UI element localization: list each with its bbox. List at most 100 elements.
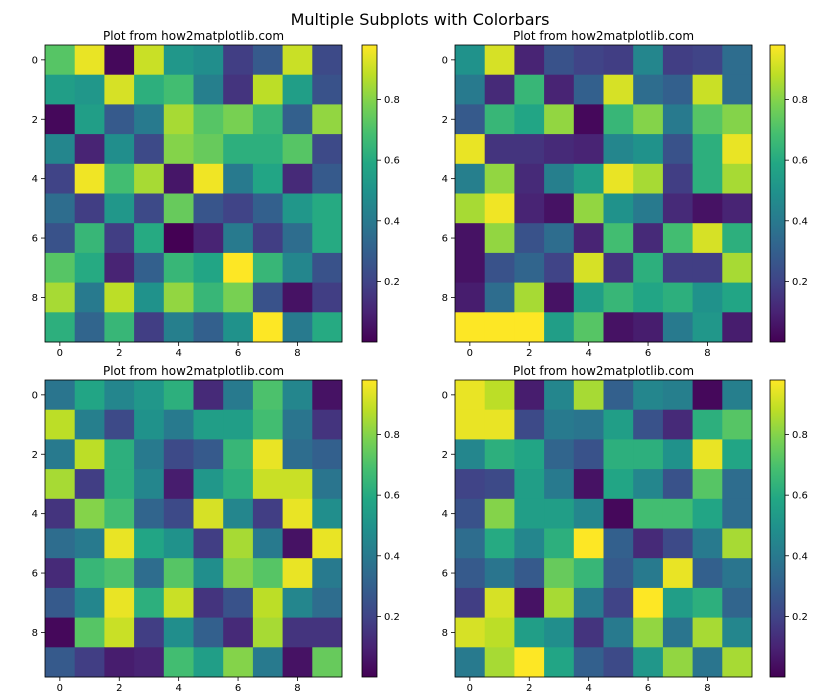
heatmap-cell: [692, 104, 723, 135]
heatmap-cell: [722, 647, 753, 678]
heatmap-cell: [662, 587, 693, 618]
heatmap-cell: [104, 252, 135, 283]
heatmap-cell: [544, 282, 575, 313]
x-tick-label: 4: [175, 348, 181, 359]
colorbar-tick-label: 0.2: [792, 612, 808, 623]
colorbar-tick-label: 0.6: [792, 156, 808, 167]
axes-frame: [454, 379, 753, 678]
heatmap-cell: [455, 439, 486, 470]
heatmap-cell: [603, 469, 634, 500]
heatmap-cell: [74, 312, 105, 343]
heatmap-cell: [252, 558, 283, 589]
heatmap-cell: [455, 558, 486, 589]
heatmap-cell: [312, 528, 343, 559]
subplot-title: Plot from how2matplotlib.com: [513, 29, 694, 43]
heatmap-cell: [455, 617, 486, 648]
heatmap-cell: [722, 282, 753, 313]
heatmap-cell: [633, 439, 664, 470]
heatmap-cell: [282, 134, 313, 165]
heatmap-cell: [455, 469, 486, 500]
heatmap-cell: [514, 558, 545, 589]
colorbar-tick-label: 0.8: [792, 430, 808, 441]
heatmap-cell: [603, 528, 634, 559]
heatmap-cell: [282, 163, 313, 194]
heatmap-cell: [692, 134, 723, 165]
heatmap-cell: [692, 45, 723, 76]
heatmap-cell: [633, 223, 664, 254]
y-tick-label: 0: [32, 390, 38, 401]
axes-frame: [44, 44, 343, 343]
heatmap-cell: [312, 282, 343, 313]
heatmap-cell: [45, 558, 76, 589]
heatmap-cell: [573, 134, 604, 165]
heatmap-cell: [573, 498, 604, 529]
heatmap-cell: [312, 439, 343, 470]
heatmap-cell: [312, 647, 343, 678]
heatmap-cell: [662, 104, 693, 135]
heatmap-cell: [633, 74, 664, 105]
heatmap-cell: [193, 380, 224, 411]
heatmap-cell: [455, 498, 486, 529]
heatmap-cell: [722, 193, 753, 224]
subplot-3: Plot from how2matplotlib.com 0 2 4 6 8 0 2 4 6 8 0.…: [32, 364, 400, 694]
heatmap-cell: [252, 45, 283, 76]
heatmap-cell: [514, 223, 545, 254]
colorbar-tick-label: 0.6: [384, 156, 400, 167]
y-tick-label: 8: [442, 293, 448, 304]
heatmap-cell: [633, 193, 664, 224]
heatmap-cell: [45, 498, 76, 529]
heatmap-cell: [544, 647, 575, 678]
heatmap-cell: [455, 134, 486, 165]
heatmap-cell: [163, 380, 194, 411]
heatmap-cell: [193, 439, 224, 470]
heatmap-cell: [134, 558, 165, 589]
y-tick-label: 6: [442, 234, 448, 245]
heatmap-cell: [455, 193, 486, 224]
heatmap-cell: [163, 647, 194, 678]
y-tick-label: 4: [442, 174, 448, 185]
heatmap-cell: [104, 409, 135, 440]
heatmap-cell: [633, 134, 664, 165]
heatmap-cell: [573, 380, 604, 411]
heatmap-cell: [603, 558, 634, 589]
heatmap-cell: [455, 223, 486, 254]
heatmap-cell: [282, 74, 313, 105]
heatmap-cell: [223, 558, 254, 589]
heatmap-cell: [282, 528, 313, 559]
heatmap-cell: [193, 312, 224, 343]
heatmap-cell: [633, 380, 664, 411]
heatmap-cell: [514, 409, 545, 440]
heatmap-cell: [455, 282, 486, 313]
heatmap-cell: [692, 74, 723, 105]
heatmap-cell: [74, 469, 105, 500]
heatmap-cell: [633, 587, 664, 618]
colorbar-tick-label: 0.2: [384, 612, 400, 623]
heatmap-cell: [134, 647, 165, 678]
heatmap-cell: [662, 45, 693, 76]
heatmap-cell: [45, 312, 76, 343]
heatmap-cell: [104, 439, 135, 470]
heatmap-cell: [603, 312, 634, 343]
heatmap-cell: [74, 282, 105, 313]
heatmap-cell: [692, 469, 723, 500]
x-tick-label: 6: [235, 348, 241, 359]
y-tick-label: 2: [442, 115, 448, 126]
heatmap-cell: [74, 163, 105, 194]
heatmap-cell: [692, 312, 723, 343]
heatmap-cell: [573, 312, 604, 343]
heatmap-cell: [312, 469, 343, 500]
heatmap-cell: [193, 74, 224, 105]
heatmap-cell: [45, 469, 76, 500]
colorbar-tick-label: 0.8: [384, 95, 400, 106]
heatmap-cell: [633, 528, 664, 559]
heatmap-cell: [312, 587, 343, 618]
heatmap-cell: [603, 617, 634, 648]
heatmap-cell: [45, 104, 76, 135]
heatmap-cell: [484, 380, 515, 411]
heatmap-cell: [722, 163, 753, 194]
heatmap-cell: [573, 74, 604, 105]
heatmap-cell: [603, 45, 634, 76]
heatmap-cell: [282, 45, 313, 76]
heatmap-cell: [662, 528, 693, 559]
heatmap-cell: [573, 282, 604, 313]
